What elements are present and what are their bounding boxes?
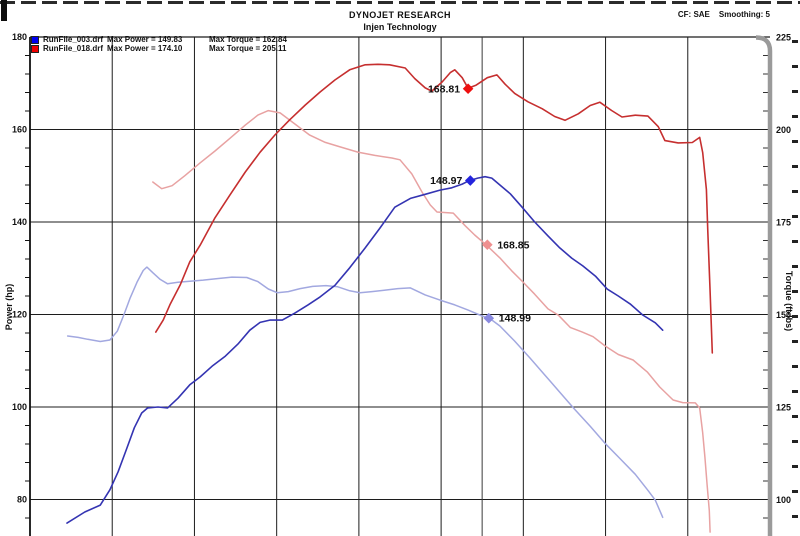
correction-factor-label: CF: SAE (677, 10, 710, 19)
legend-row-run018[interactable]: RunFile_018.drf Max Power = 174.10 Max T… (31, 44, 287, 53)
plot-border-right (755, 35, 773, 536)
cursor-marker-148.99[interactable] (483, 312, 495, 324)
power-tick-label: 180 (12, 32, 27, 42)
run003-max-power: Max Power = 149.83 (107, 35, 183, 44)
dyno-subtitle: Injen Technology (363, 22, 437, 32)
power-tick-label: 100 (12, 402, 27, 412)
run003-swatch (31, 35, 39, 44)
curve-runfile-018-drf-power (155, 63, 714, 354)
window-top-edge-dashes (0, 1, 800, 4)
cursor-marker-148.97[interactable] (464, 175, 476, 186)
torque-tick-label: 125 (776, 403, 791, 413)
adjacent-panel-tick-dashes (792, 40, 798, 536)
torque-tick-label: 150 (776, 310, 791, 320)
power-tick-label: 140 (12, 217, 27, 227)
cursor-marker-168.85[interactable] (482, 239, 493, 251)
run018-swatch (31, 44, 39, 53)
torque-tick-label: 175 (776, 218, 791, 228)
window-corner-bar (1, 0, 7, 21)
torque-tick-label: 225 (776, 33, 791, 43)
run-legend: RunFile_003.drf Max Power = 149.83 Max T… (31, 35, 287, 53)
smoothing-label: Smoothing: 5 (718, 10, 770, 19)
torque-tick-label: 200 (776, 125, 791, 135)
run003-max-torque: Max Torque = 162.84 (209, 35, 287, 44)
run018-max-torque: Max Torque = 205.11 (209, 44, 287, 53)
power-tick-label: 80 (17, 495, 27, 505)
run018-max-power: Max Power = 174.10 (107, 44, 183, 53)
legend-row-run003[interactable]: RunFile_003.drf Max Power = 149.83 Max T… (31, 35, 287, 44)
run003-file-label: RunFile_003.drf (43, 35, 104, 44)
cursor-value-label: 148.99 (499, 313, 531, 325)
power-tick-label: 120 (12, 310, 27, 320)
dyno-brand-title: DYNOJET RESEARCH (349, 10, 451, 20)
cursor-value-label: 168.81 (428, 83, 460, 95)
curve-runfile-018-drf-torque (152, 109, 711, 533)
cursor-value-label: 148.97 (430, 175, 462, 187)
power-tick-label: 160 (12, 125, 27, 135)
curve-runfile-003-drf-torque (66, 266, 664, 519)
power-axis-title: Power (hp) (4, 283, 14, 331)
torque-tick-label: 100 (776, 495, 791, 505)
graph-settings-readout: CF: SAE Smoothing: 5 (669, 10, 770, 19)
run018-file-label: RunFile_018.drf (43, 44, 104, 53)
cursor-marker-168.81[interactable] (462, 83, 474, 95)
cursor-value-label: 168.85 (497, 239, 529, 251)
curve-runfile-003-drf-power (66, 175, 664, 524)
